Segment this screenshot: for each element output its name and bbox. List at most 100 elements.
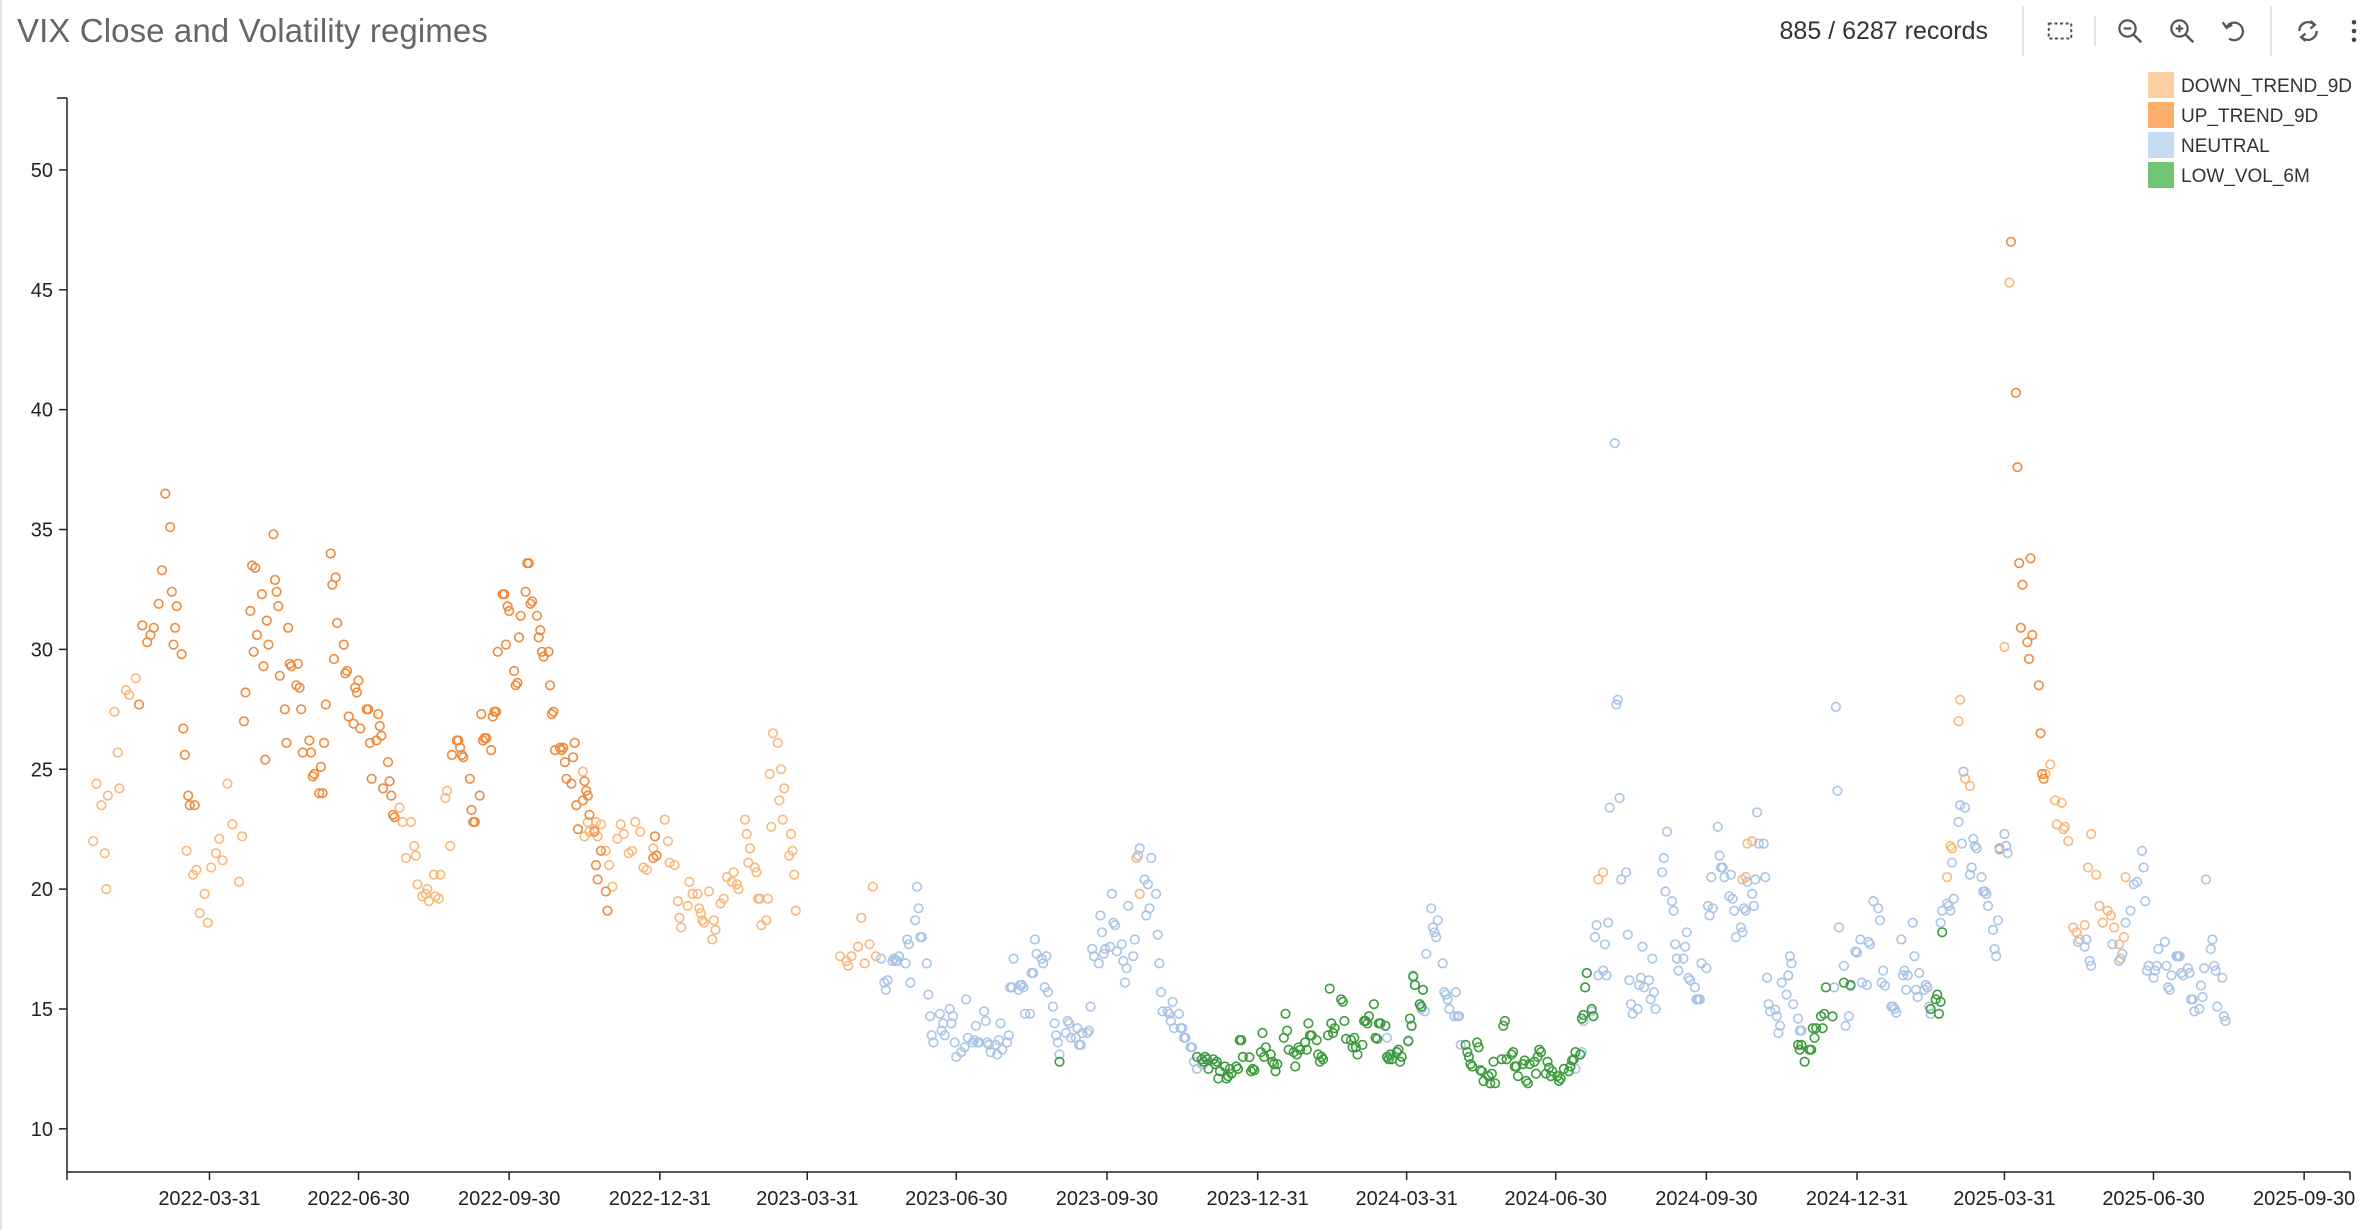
data-point (967, 1037, 978, 1048)
data-point (2081, 934, 2092, 945)
data-point (1902, 970, 1913, 981)
data-point (134, 699, 145, 710)
zoom-in-button[interactable] (2156, 5, 2208, 57)
data-point (1087, 943, 1098, 955)
data-point (504, 605, 515, 617)
data-point (980, 1015, 991, 1027)
data-point (1578, 1015, 1589, 1027)
data-point (1591, 919, 1602, 931)
data-point (1357, 1039, 1368, 1051)
data-point (153, 598, 164, 609)
data-point (1912, 991, 1923, 1003)
data-point (603, 859, 615, 871)
data-point (2148, 972, 2159, 983)
data-point (1311, 1034, 1322, 1046)
data-point (222, 778, 233, 789)
data-point (1624, 975, 1635, 986)
legend-label: UP_TREND_9D (2181, 106, 2318, 127)
data-point (165, 522, 176, 533)
data-point (240, 687, 251, 698)
data-point (1301, 1044, 1312, 1055)
data-point (373, 708, 384, 720)
data-point (1966, 862, 1977, 873)
data-point (1920, 979, 1931, 991)
data-point (1047, 1001, 1058, 1012)
data-point (1455, 1039, 1466, 1051)
data-point (499, 589, 510, 600)
data-point (315, 761, 326, 773)
data-point (728, 867, 739, 878)
legend-item-up-trend-9d[interactable]: UP_TREND_9D (2148, 102, 2318, 128)
data-point (1868, 895, 1879, 907)
data-point (1792, 1013, 1804, 1024)
refresh-button[interactable] (2282, 5, 2334, 57)
data-point (1747, 836, 1758, 847)
data-point (1712, 821, 1723, 832)
box-select-button[interactable] (2034, 5, 2086, 57)
data-point (394, 802, 405, 813)
legend-item-down-trend-9d[interactable]: DOWN_TREND_9D (2148, 72, 2352, 98)
data-point (1499, 1015, 1510, 1027)
data-point (1958, 766, 1969, 777)
data-point (1999, 828, 2010, 840)
undo-icon (2221, 21, 2245, 42)
data-point (762, 893, 774, 904)
data-point (618, 828, 629, 840)
data-point (179, 749, 190, 761)
data-point (1598, 867, 1609, 878)
data-point (1981, 888, 1992, 900)
data-point (1945, 840, 1956, 852)
data-point (1581, 967, 1592, 979)
y-tick-label: 40 (31, 400, 53, 422)
data-point (1738, 903, 1750, 914)
data-point (1923, 1001, 1935, 1012)
data-point (2063, 836, 2074, 847)
data-point (1657, 867, 1668, 878)
data-point (1922, 982, 1933, 993)
data-point (99, 848, 110, 859)
data-point (1209, 1058, 1221, 1070)
data-point (1268, 1058, 1280, 1070)
data-point (1265, 1049, 1276, 1060)
data-point (1987, 924, 1999, 936)
data-point (2187, 994, 2198, 1005)
data-point (1134, 888, 1145, 900)
data-point (572, 824, 584, 835)
legend-item-neutral[interactable]: NEUTRAL (2148, 132, 2270, 158)
data-point (297, 747, 308, 758)
data-point (777, 814, 788, 825)
legend[interactable]: DOWN_TREND_9D UP_TREND_9D NEUTRAL LOW_VOL_6… (2148, 72, 2352, 188)
series-down-trend-9d (88, 277, 2131, 971)
more-options-button[interactable] (2334, 5, 2374, 57)
data-point (1969, 840, 1981, 852)
data-point (458, 752, 469, 763)
data-point (1542, 1056, 1553, 1067)
box-select-icon (2047, 22, 2073, 40)
data-point (1956, 838, 1967, 849)
data-point (2025, 553, 2036, 564)
data-point (1750, 874, 1761, 885)
x-axis: 2022-03-31 2022-06-30 2022-09-30 2022-12-31… (66, 1171, 2355, 1210)
data-point (91, 778, 102, 789)
data-point (353, 675, 364, 686)
data-point (1817, 1023, 1828, 1034)
data-point (785, 828, 797, 840)
data-point (1832, 785, 1843, 796)
data-point (1976, 871, 1987, 883)
data-point (1337, 996, 1348, 1007)
data-point (2184, 967, 2195, 979)
undo-button[interactable] (2208, 5, 2260, 57)
chart-header: VIX Close and Volatility regimes 885 / 6… (0, 0, 2374, 62)
data-point (445, 840, 456, 852)
data-point (1299, 1037, 1311, 1048)
data-point (250, 562, 261, 574)
data-point (1383, 1054, 1394, 1065)
legend-item-low-vol-6m[interactable]: LOW_VOL_6M (2148, 162, 2310, 188)
records-count: 885 / 6287 records (1779, 16, 1988, 45)
data-point (2002, 848, 2013, 859)
zoom-out-button[interactable] (2104, 5, 2156, 57)
data-point (1064, 1018, 1075, 1029)
data-point (772, 737, 783, 749)
data-point (561, 773, 572, 784)
